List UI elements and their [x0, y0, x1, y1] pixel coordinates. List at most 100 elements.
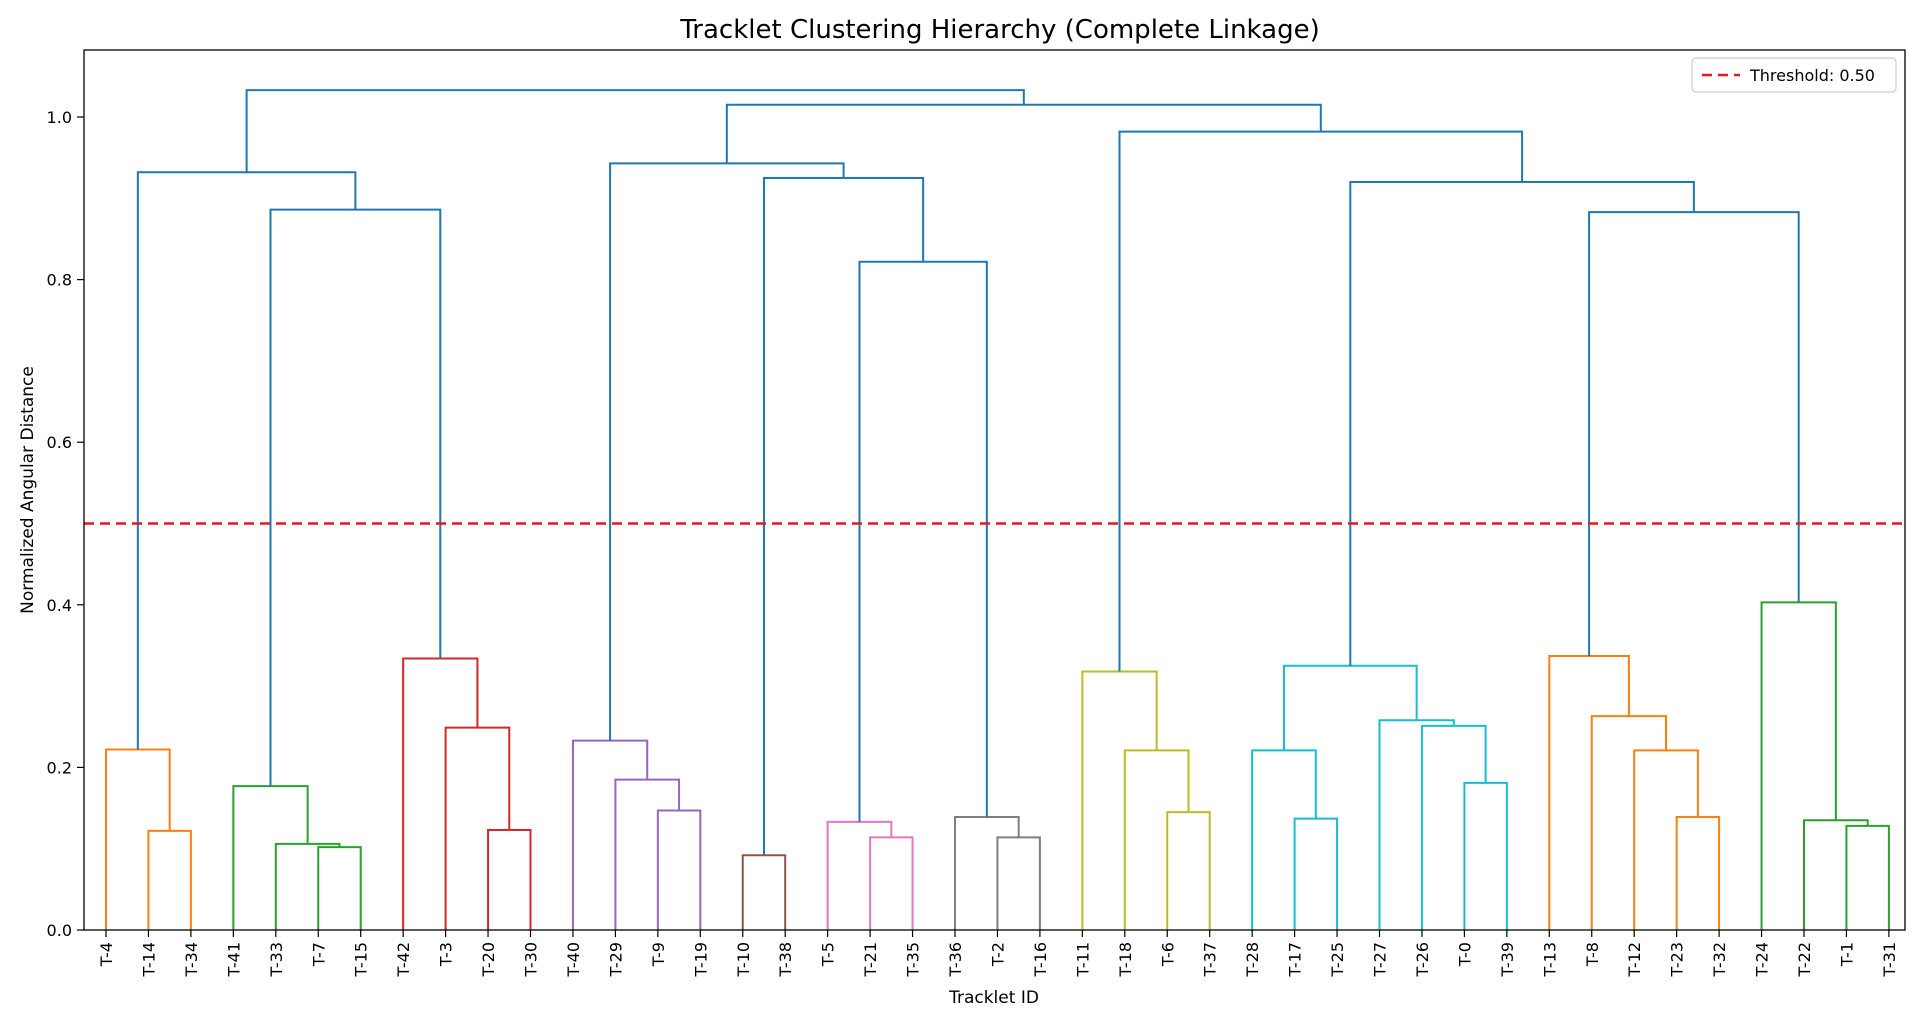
leaf-label: T-0: [1455, 942, 1474, 967]
dendrogram-link-p3: [1118, 130, 1524, 672]
dendrogram-link-b1: [317, 846, 362, 930]
leaf-label: T-24: [1753, 942, 1772, 977]
dendrogram-link-i1: [1293, 817, 1339, 930]
dendrogram-link-n3: [609, 162, 845, 741]
leaf-label: T-16: [1031, 942, 1050, 977]
leaf-label: T-41: [224, 942, 243, 977]
dendrogram-link-p1: [1588, 211, 1800, 657]
y-tick-label: 0.6: [47, 433, 72, 452]
leaf-label: T-2: [988, 942, 1007, 967]
dendrogram-link-a1: [147, 829, 192, 930]
dendrogram-link-n2: [762, 176, 925, 856]
dendrogram-link-j3: [1590, 715, 1668, 930]
dendrogram-link-q1: [725, 103, 1322, 164]
leaf-label: T-13: [1540, 942, 1559, 977]
dendrogram-link-i5: [1378, 719, 1455, 930]
y-tick-label: 0.4: [47, 596, 72, 615]
leaf-label: T-21: [861, 942, 880, 977]
leaf-label: T-14: [139, 942, 158, 977]
dendrogram-link-p2: [1349, 181, 1695, 666]
leaf-label: T-25: [1328, 942, 1347, 977]
dendrogram-link-c1: [487, 829, 532, 930]
dendrogram-link-h3: [1081, 670, 1158, 930]
dendrogram-link-i4: [1420, 724, 1487, 930]
legend-threshold-label: Threshold: 0.50: [1749, 66, 1875, 85]
leaf-label: T-11: [1073, 942, 1092, 977]
leaf-label: T-22: [1795, 942, 1814, 977]
dendrogram-link-j2: [1633, 749, 1699, 930]
x-axis-label: Tracklet ID: [948, 988, 1039, 1008]
dendrogram-link-g1: [996, 836, 1041, 930]
leaf-label: T-6: [1158, 942, 1177, 967]
legend: Threshold: 0.50: [1691, 57, 1897, 93]
dendrogram-link-d3: [571, 739, 649, 930]
leaf-label: T-7: [309, 942, 328, 967]
leaf-label: T-26: [1413, 942, 1432, 977]
leaf-label: T-12: [1625, 942, 1644, 977]
dendrogram-link-j4: [1548, 655, 1630, 930]
leaf-label: T-34: [182, 942, 201, 977]
dendrogram-link-g2: [954, 815, 1020, 930]
leaf-label: T-30: [522, 942, 541, 977]
dendrogram-link-h1: [1166, 811, 1211, 930]
leaf-label: T-42: [394, 942, 413, 977]
y-axis: 0.0 0.2 0.4 0.6 0.8 1.0: [47, 108, 84, 940]
leaf-label: T-32: [1710, 942, 1729, 977]
leaf-label: T-20: [479, 942, 498, 977]
plot-frame: [83, 49, 1906, 931]
leaf-label: T-1: [1837, 942, 1856, 967]
leaf-label: T-18: [1116, 942, 1135, 977]
leaf-label: T-40: [564, 942, 583, 977]
leaf-label: T-8: [1583, 942, 1602, 967]
leaf-label: T-37: [1201, 942, 1220, 977]
dendrogram-link-c2: [444, 726, 511, 930]
leaf-label: T-15: [352, 942, 371, 977]
dendrogram-link-m2: [136, 171, 357, 750]
y-tick-label: 0.8: [47, 271, 72, 290]
dendrogram-link-a2: [105, 748, 171, 930]
leaf-label: T-38: [776, 942, 795, 977]
leaf-label: T-33: [267, 942, 286, 977]
dendrogram-link-c3: [402, 657, 479, 930]
dendrogram-link-d2: [614, 778, 681, 930]
dendrogram-links: [105, 89, 1890, 930]
leaf-label: T-5: [819, 942, 838, 967]
leaf-label: T-4: [97, 942, 116, 967]
dendrogram-link-k3: [1760, 601, 1837, 930]
leaf-label: T-35: [904, 942, 923, 977]
leaf-label: T-31: [1880, 942, 1899, 977]
leaf-label: T-28: [1243, 942, 1262, 977]
x-axis: T-4 T-14 T-34 T-41 T-33 T-7 T-15 T-42 T-3 T-20 T-3…: [97, 930, 1899, 977]
leaf-label: T-3: [437, 942, 456, 967]
dendrogram-link-k2: [1803, 819, 1869, 930]
leaf-label: T-39: [1498, 942, 1517, 977]
leaf-label: T-27: [1371, 942, 1390, 977]
dendrogram-link-b2: [274, 842, 341, 930]
dendrogram-link-j1: [1675, 815, 1721, 930]
leaf-label: T-19: [691, 942, 710, 977]
dendrogram-link-f1: [869, 836, 914, 930]
leaf-label: T-17: [1286, 942, 1305, 977]
dendrogram-link-i3: [1463, 781, 1508, 930]
leaf-label: T-36: [946, 942, 965, 977]
y-tick-label: 0.2: [47, 758, 72, 777]
dendrogram-link-m1: [269, 208, 442, 787]
y-axis-label: Normalized Angular Distance: [18, 366, 38, 614]
leaf-label: T-10: [734, 942, 753, 977]
dendrogram-link-q2: [245, 89, 1025, 173]
y-tick-label: 1.0: [47, 108, 72, 127]
y-tick-label: 0.0: [47, 921, 72, 940]
leaf-label: T-29: [606, 942, 625, 977]
dendrogram-link-k1: [1845, 824, 1890, 930]
dendrogram-link-e1: [741, 854, 787, 930]
legend-box: [1691, 57, 1897, 93]
dendrogram-link-b3: [232, 785, 309, 930]
dendrogram-link-d1: [656, 809, 702, 930]
dendrogram-link-i2: [1251, 749, 1317, 930]
chart-title: Tracklet Clustering Hierarchy (Complete …: [679, 15, 1319, 45]
leaf-label: T-9: [649, 942, 668, 967]
leaf-label: T-23: [1668, 942, 1687, 977]
dendrogram-link-i6: [1282, 664, 1418, 751]
dendrogram-link-n1: [858, 260, 988, 822]
